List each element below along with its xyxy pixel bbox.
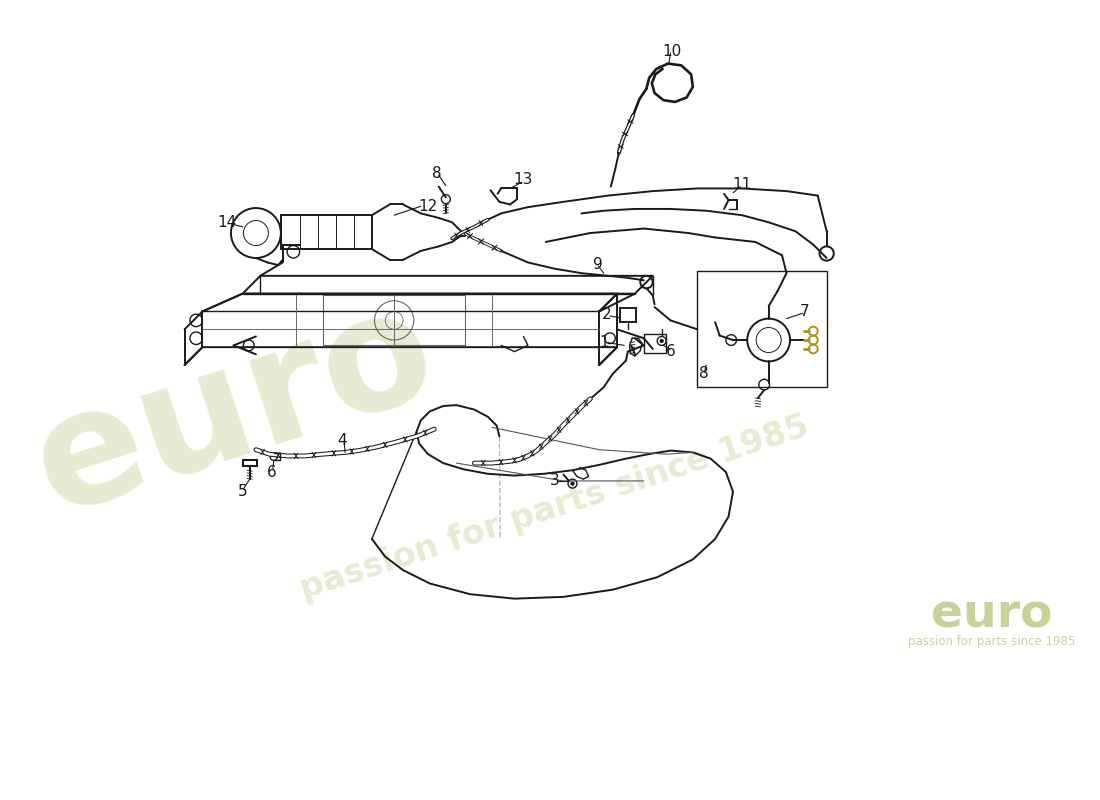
Text: 13: 13 — [514, 172, 534, 187]
Text: 8: 8 — [698, 366, 708, 382]
Text: 5: 5 — [238, 484, 248, 499]
Text: 6: 6 — [267, 465, 277, 479]
Text: 8: 8 — [432, 166, 442, 181]
Text: 7: 7 — [800, 304, 810, 319]
Circle shape — [571, 482, 574, 486]
Text: 12: 12 — [418, 198, 438, 214]
Text: 3: 3 — [550, 474, 560, 489]
Text: 4: 4 — [338, 434, 348, 448]
Bar — [644, 334, 667, 354]
Bar — [619, 308, 636, 322]
Text: passion for parts since 1985: passion for parts since 1985 — [908, 635, 1075, 648]
Text: euro: euro — [14, 273, 453, 546]
Circle shape — [660, 339, 663, 342]
Text: 1: 1 — [598, 335, 608, 350]
Text: 2: 2 — [602, 306, 612, 322]
Text: 11: 11 — [733, 178, 751, 192]
Text: 6: 6 — [666, 344, 675, 359]
Text: 10: 10 — [662, 44, 682, 58]
Text: euro: euro — [931, 592, 1053, 637]
Bar — [697, 271, 826, 387]
Text: 14: 14 — [218, 215, 236, 230]
Bar — [322, 295, 465, 346]
Text: passion for parts since 1985: passion for parts since 1985 — [296, 410, 813, 606]
Text: 9: 9 — [593, 257, 603, 272]
